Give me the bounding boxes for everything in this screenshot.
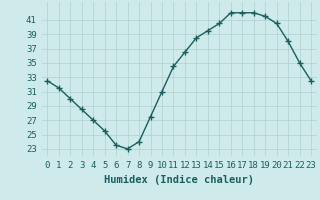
X-axis label: Humidex (Indice chaleur): Humidex (Indice chaleur) xyxy=(104,175,254,185)
